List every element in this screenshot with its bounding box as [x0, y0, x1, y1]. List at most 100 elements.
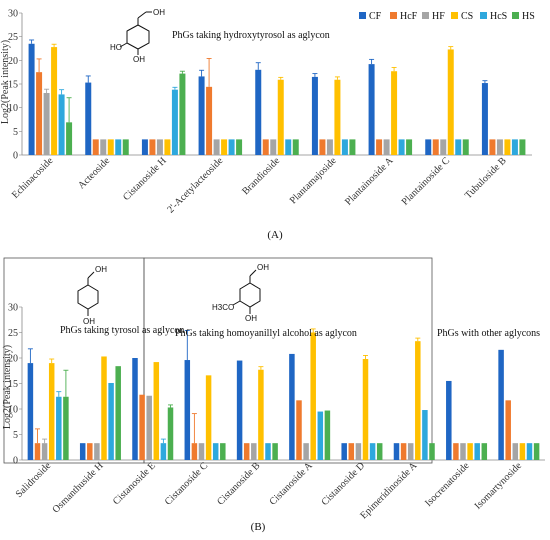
bar-HF	[326, 139, 333, 155]
y-tick-label: 10	[8, 405, 18, 416]
bar-HF	[407, 443, 414, 460]
bar-HS	[122, 139, 129, 155]
bar-HS	[519, 139, 526, 155]
bar-CS	[277, 79, 284, 155]
bar-HcF	[34, 443, 41, 460]
bar-CS	[310, 332, 316, 460]
bar-HcF	[139, 394, 145, 460]
bar-HcF	[376, 139, 383, 155]
structure-label: OH	[153, 8, 165, 17]
bar-CF	[184, 360, 191, 460]
legend-swatch-HS	[512, 12, 519, 19]
panel-b-bars	[27, 328, 540, 460]
bar-CS	[48, 363, 55, 460]
panel-a-legend: CF HcF HF CS HcS HS	[359, 11, 535, 22]
panel-a-axes: 0 5 10 15 20 25 30	[8, 9, 532, 162]
bar-HcS	[341, 139, 348, 155]
legend-swatch-HcS	[480, 12, 487, 19]
bar-HF	[270, 139, 277, 155]
homovanillyl-structure-icon: OH H3CO OH	[212, 263, 269, 323]
bar-CF	[481, 83, 488, 155]
bar-HcF	[149, 139, 156, 155]
homovanillyl-group-box	[143, 257, 433, 464]
bar-CS	[51, 47, 58, 155]
bar-HcF	[36, 72, 43, 155]
bar-HcS	[526, 443, 533, 460]
bar-CS	[334, 79, 341, 155]
x-category-label: Acteoside	[76, 155, 112, 191]
x-category-label: Salidroside	[14, 460, 54, 500]
bar-CF	[141, 139, 148, 155]
bar-HcS	[422, 410, 428, 460]
bar-CF	[236, 360, 243, 460]
bar-HcF	[92, 139, 99, 155]
legend-swatch-CF	[359, 12, 366, 19]
bar-CS	[258, 369, 264, 460]
bar-HcF	[206, 86, 213, 155]
x-category-label: Isocrenatoside	[423, 460, 472, 509]
y-tick-label: 10	[8, 103, 18, 114]
bar-HcF	[432, 139, 439, 155]
bar-CS	[153, 362, 160, 460]
bar-HcS	[212, 443, 219, 460]
bar-HF	[41, 443, 48, 460]
bar-HcS	[398, 139, 405, 155]
bar-CF	[28, 43, 35, 156]
bar-HcS	[115, 139, 122, 155]
bar-HS	[236, 139, 243, 155]
bar-HS	[167, 407, 174, 460]
bar-HS	[462, 139, 469, 155]
bar-CS	[205, 375, 212, 460]
bar-HS	[179, 73, 186, 155]
panel-b-annotation-other: PhGs with other aglycons	[437, 328, 540, 339]
bar-CF	[27, 363, 34, 460]
bar-HcS	[369, 443, 376, 460]
bar-HF	[460, 443, 466, 460]
legend-label-CS: CS	[461, 11, 473, 22]
legend-label-HcS: HcS	[490, 11, 507, 22]
bar-CF	[498, 349, 504, 460]
x-category-label: Echinacoside	[10, 155, 56, 201]
bar-CF	[393, 443, 400, 460]
bar-HF	[213, 139, 220, 155]
panel-a-label: (A)	[267, 229, 283, 241]
bar-HcF	[453, 443, 459, 460]
bar-HcS	[58, 94, 65, 155]
bar-HcF	[348, 443, 355, 460]
y-tick-label: 0	[13, 151, 18, 162]
panel-a-annotation: PhGs taking hydroxytyrosol as aglycon	[172, 30, 330, 41]
bar-HcS	[228, 139, 235, 155]
bar-HcF	[296, 400, 302, 460]
bar-HcF	[87, 443, 93, 460]
bar-HS	[533, 443, 540, 460]
bar-HcF	[505, 400, 511, 460]
x-category-label: Plantainoside C	[400, 155, 453, 208]
y-tick-label: 15	[8, 379, 18, 390]
x-category-label: Epimeridinoside A	[358, 460, 420, 522]
structure-label: H3CO	[212, 303, 234, 312]
bar-HcS	[317, 411, 324, 460]
y-tick-label: 15	[8, 80, 18, 91]
x-category-label: Tubuloside B	[463, 155, 509, 201]
bar-HF	[198, 443, 205, 460]
bar-CS	[504, 139, 511, 155]
bar-HS	[481, 443, 488, 460]
panel-b-label: (B)	[251, 521, 266, 533]
legend-swatch-HF	[422, 12, 429, 19]
bar-CS	[221, 139, 228, 155]
bar-HcF	[191, 443, 198, 460]
x-category-label: Plantainoside A	[343, 155, 396, 208]
structure-label: OH	[245, 314, 257, 323]
panel-b-annotation-homovanillyl: PhGs taking homoyanillyl alcohol as agly…	[175, 328, 357, 339]
y-tick-label: 25	[8, 32, 18, 43]
bar-HF	[146, 395, 152, 460]
x-category-label: Osmanthuside H	[50, 460, 105, 515]
x-category-label: Cistanoside H	[121, 155, 169, 203]
bar-HcF	[262, 139, 269, 155]
bar-HF	[303, 443, 309, 460]
bar-CS	[467, 443, 473, 460]
bar-CF	[311, 76, 318, 155]
bar-CF	[368, 64, 375, 155]
